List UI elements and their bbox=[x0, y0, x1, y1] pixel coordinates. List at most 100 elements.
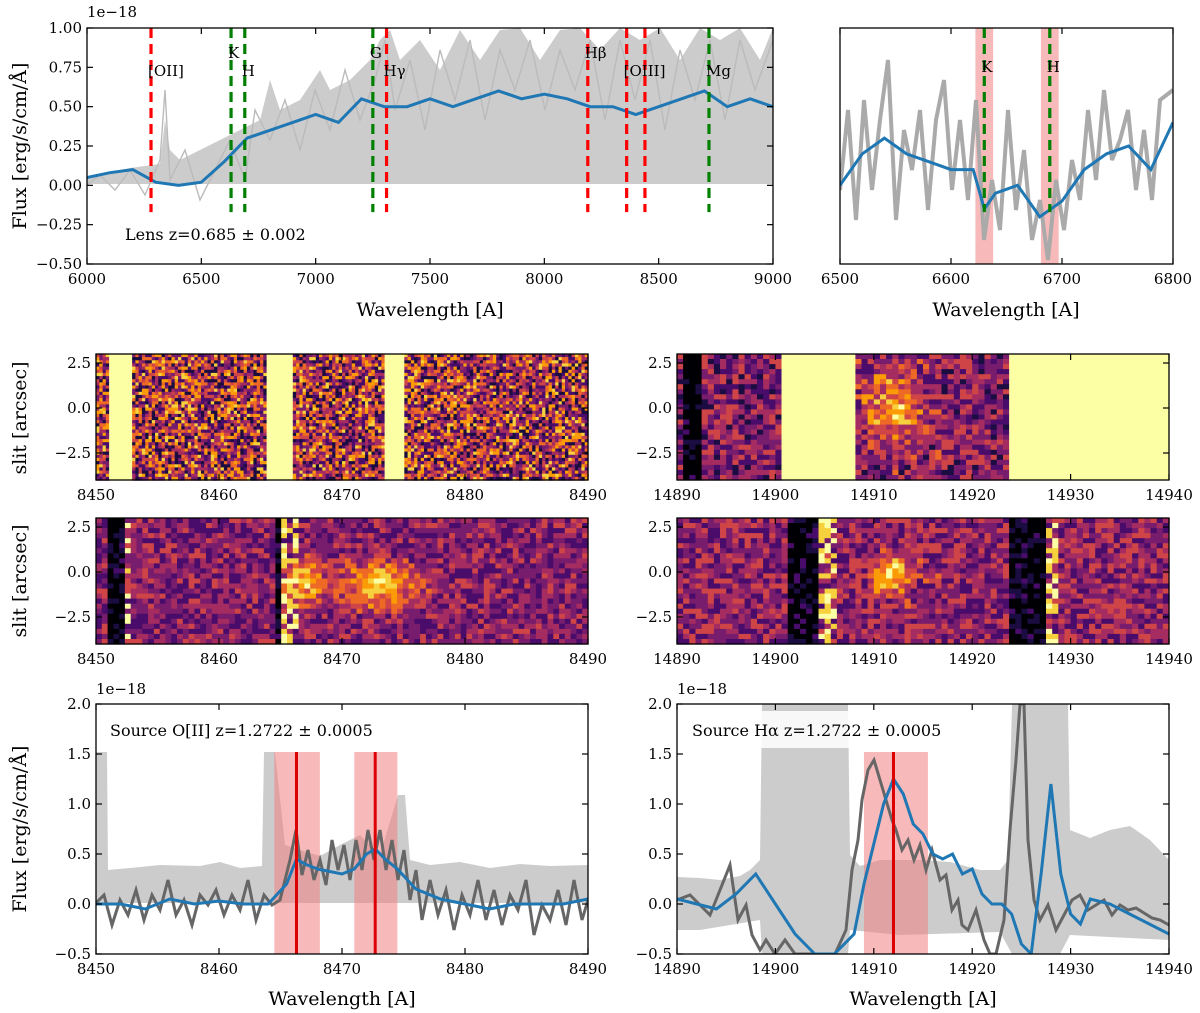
image-pixel bbox=[420, 354, 425, 358]
image-pixel bbox=[292, 391, 297, 396]
image-pixel bbox=[561, 413, 566, 418]
image-pixel bbox=[469, 388, 474, 393]
image-pixel bbox=[420, 413, 425, 418]
image-pixel bbox=[328, 410, 333, 415]
image-pixel bbox=[404, 366, 409, 371]
image-pixel bbox=[161, 354, 166, 358]
image-pixel bbox=[414, 372, 419, 377]
image-pixel bbox=[325, 363, 330, 368]
image-pixel bbox=[115, 372, 120, 377]
image-pixel bbox=[132, 379, 136, 383]
image-pixel bbox=[276, 423, 281, 428]
image-pixel bbox=[417, 420, 422, 424]
image-pixel bbox=[561, 404, 566, 409]
image-pixel bbox=[187, 369, 192, 374]
image-pixel bbox=[574, 379, 579, 383]
image-pixel bbox=[568, 398, 573, 402]
image-pixel bbox=[125, 420, 130, 424]
image-pixel bbox=[417, 423, 422, 428]
image-pixel bbox=[210, 401, 215, 406]
image-pixel bbox=[302, 372, 307, 377]
image-pixel bbox=[581, 363, 586, 368]
image-pixel bbox=[469, 401, 474, 406]
image-pixel bbox=[292, 382, 297, 387]
image-pixel bbox=[437, 360, 441, 365]
image-pixel bbox=[512, 398, 517, 402]
image-pixel bbox=[565, 391, 569, 396]
image-pixel bbox=[171, 372, 176, 377]
image-pixel bbox=[184, 404, 189, 409]
image-pixel bbox=[194, 385, 199, 390]
image-pixel bbox=[535, 407, 540, 412]
image-pixel bbox=[447, 354, 451, 358]
image-pixel bbox=[371, 360, 376, 365]
image-pixel bbox=[529, 391, 533, 396]
image-pixel bbox=[289, 357, 294, 361]
image-pixel bbox=[433, 410, 438, 415]
image-pixel bbox=[371, 366, 376, 371]
image-pixel bbox=[184, 369, 189, 374]
image-pixel bbox=[584, 388, 589, 393]
image-pixel bbox=[584, 369, 589, 374]
image-pixel bbox=[102, 360, 107, 365]
image-pixel bbox=[273, 417, 277, 421]
x-axis-label: Wavelength [A] bbox=[356, 299, 503, 321]
image-pixel bbox=[545, 401, 550, 406]
image-pixel bbox=[122, 369, 127, 374]
image-pixel bbox=[178, 423, 182, 428]
image-pixel bbox=[164, 391, 169, 396]
image-pixel bbox=[115, 388, 120, 393]
image-pixel bbox=[279, 398, 284, 402]
image-pixel bbox=[414, 398, 419, 402]
image-pixel bbox=[279, 391, 284, 396]
image-pixel bbox=[532, 417, 537, 421]
image-pixel bbox=[456, 413, 461, 418]
image-pixel bbox=[283, 385, 287, 390]
image-pixel bbox=[246, 401, 251, 406]
image-pixel bbox=[171, 404, 176, 409]
image-pixel bbox=[535, 420, 540, 424]
image-pixel bbox=[466, 354, 471, 358]
image-pixel bbox=[424, 394, 428, 399]
image-pixel bbox=[148, 366, 153, 371]
image-pixel bbox=[463, 398, 468, 402]
image-pixel bbox=[489, 391, 494, 396]
image-pixel bbox=[542, 385, 546, 390]
image-pixel bbox=[538, 391, 543, 396]
image-pixel bbox=[174, 385, 179, 390]
image-pixel bbox=[109, 401, 113, 406]
image-pixel bbox=[450, 354, 455, 358]
image-pixel bbox=[371, 407, 376, 412]
image-pixel bbox=[109, 413, 113, 418]
image-pixel bbox=[319, 360, 323, 365]
image-pixel bbox=[243, 376, 248, 380]
image-pixel bbox=[122, 423, 127, 428]
image-pixel bbox=[365, 398, 369, 402]
image-pixel bbox=[164, 410, 169, 415]
image-pixel bbox=[355, 407, 359, 412]
image-pixel bbox=[266, 410, 271, 415]
image-pixel bbox=[279, 382, 284, 387]
image-pixel bbox=[489, 360, 494, 365]
image-pixel bbox=[266, 426, 271, 431]
image-pixel bbox=[171, 354, 176, 358]
image-pixel bbox=[519, 357, 523, 361]
image-pixel bbox=[207, 407, 212, 412]
image-pixel bbox=[548, 385, 553, 390]
image-pixel bbox=[171, 369, 176, 374]
image-pixel bbox=[194, 398, 199, 402]
image-pixel bbox=[174, 420, 179, 424]
image-pixel bbox=[276, 379, 281, 383]
image-pixel bbox=[164, 366, 169, 371]
image-pixel bbox=[450, 376, 455, 380]
image-pixel bbox=[174, 417, 179, 421]
image-pixel bbox=[384, 407, 389, 412]
image-pixel bbox=[230, 407, 235, 412]
image-pixel bbox=[312, 401, 317, 406]
image-pixel bbox=[220, 354, 225, 358]
image-pixel bbox=[292, 420, 297, 424]
image-pixel bbox=[371, 398, 376, 402]
image-pixel bbox=[565, 376, 569, 380]
spectral-line-label: Mg bbox=[706, 62, 731, 80]
image-pixel bbox=[545, 379, 550, 383]
